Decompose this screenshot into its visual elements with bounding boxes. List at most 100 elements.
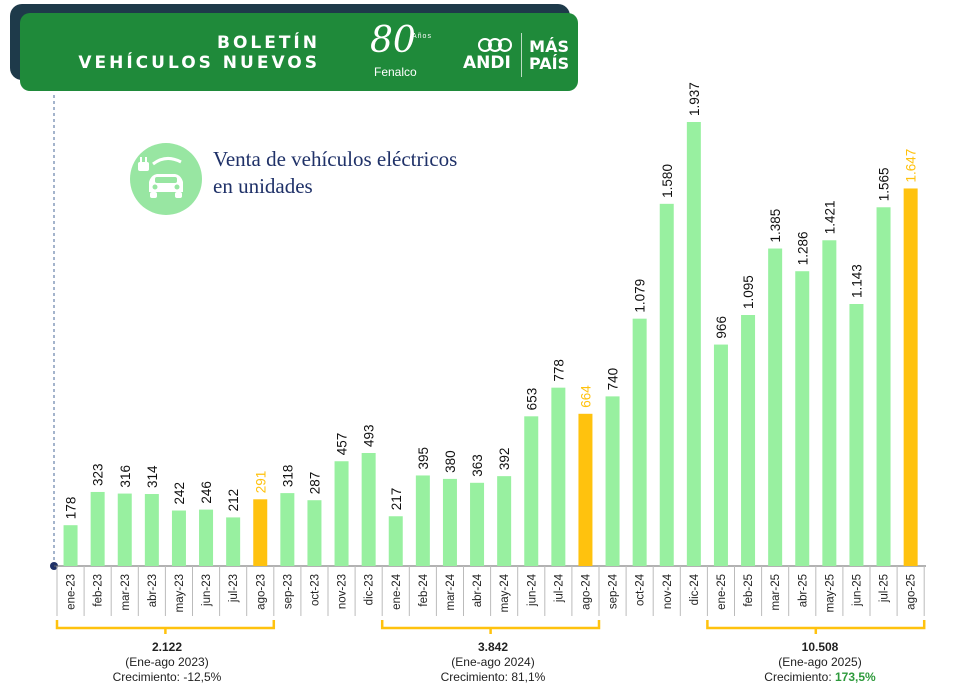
bar-mar-23 [117,493,132,566]
bar-feb-23 [90,491,105,566]
x-tick-label-feb-24: feb-24 [418,573,430,606]
bar-may-23 [171,510,186,566]
value-label-jun-23: 246 [199,481,214,504]
value-label-nov-24: 1.580 [660,164,675,198]
bar-mar-25 [768,248,783,567]
x-tick-label-jul-25: jul-25 [879,574,891,603]
value-label-mar-24: 380 [443,450,458,473]
value-label-ene-23: 178 [64,497,79,520]
value-label-nov-23: 457 [335,433,350,456]
value-label-jun-25: 1.143 [849,264,864,298]
x-tick-label-jul-23: jul-23 [228,574,240,603]
summary-2024-growth-label: Crecimiento: [440,670,512,684]
value-label-ene-25: 966 [714,316,729,339]
fenalco-logo-text: Fenalco [374,65,417,79]
fenalco-logo: 80 Años Fenalco [370,21,450,85]
x-tick-label-ago-25: ago-25 [906,574,918,610]
summary-2023-growth-line: Crecimiento: -12,5% [47,670,287,685]
bar-dic-23 [361,452,376,566]
bar-jul-24 [551,387,566,566]
bar-jul-23 [226,517,241,566]
bar-sep-23 [280,493,295,566]
value-label-may-23: 242 [172,482,187,505]
x-tick-labels-group: ene-23 feb-23 mar-23 abr-23 may-23 jun-23 jul-… [66,573,918,612]
value-label-jul-24: 778 [551,359,566,382]
x-tick-label-ene-24: ene-24 [391,573,403,609]
logo-divider [521,33,522,77]
bar-abr-23 [144,494,159,566]
summary-bracket-1 [380,620,601,630]
x-tick-label-mar-24: mar-24 [445,573,457,610]
bar-feb-24 [415,475,430,566]
value-label-ene-24: 217 [389,488,404,511]
bar-jun-24 [524,416,539,566]
summary-2023-growth-label: Crecimiento: [112,670,184,684]
bar-dic-24 [686,122,701,566]
bar-jun-25 [849,304,864,566]
value-label-may-25: 1.421 [822,200,837,234]
x-tick-label-may-23: may-23 [174,574,186,612]
mas-pais-line1: MÁS [529,37,569,56]
summary-2024-growth-line: Crecimiento: 81,1% [373,670,613,685]
summary-2023: 2.122 (Ene-ago 2023) Crecimiento: -12,5% [47,640,287,685]
x-tick-label-dic-24: dic-24 [689,573,701,605]
x-tick-label-jun-25: jun-25 [851,574,863,607]
chart-subtitle-line1: Venta de vehículos eléctricos [213,147,458,171]
bar-ago-23 [253,499,268,566]
x-tick-label-sep-23: sep-23 [282,574,294,609]
summary-2024-growth-value: 81,1% [511,670,546,684]
bulletin-title-line1: BOLETÍN [216,33,320,53]
value-label-feb-25: 1.095 [741,275,756,309]
bar-mar-24 [442,478,457,566]
value-label-dic-24: 1.937 [687,82,702,116]
summary-brackets-group [55,620,926,634]
bar-abr-25 [795,271,810,566]
summary-2025-period: (Ene-ago 2025) [778,655,862,669]
value-label-jun-24: 653 [524,388,539,411]
x-tick-label-nov-24: nov-24 [662,573,674,609]
x-tick-label-abr-25: abr-25 [797,574,809,607]
summary-2025: 10.508 (Ene-ago 2025) Crecimiento: 173,5… [700,640,940,685]
x-tick-label-ene-23: ene-23 [66,574,78,610]
electric-car-icon [130,143,202,215]
x-tick-label-mar-25: mar-25 [770,574,782,610]
summary-2025-total: 10.508 [801,640,839,654]
value-label-feb-24: 395 [416,447,431,470]
value-label-abr-25: 1.286 [795,231,810,265]
mas-pais-logo: MÁS PAÍS [529,38,569,72]
mas-pais-line2: PAÍS [529,54,570,73]
value-label-mar-25: 1.385 [768,209,783,243]
value-label-sep-23: 318 [280,465,295,488]
value-label-oct-23: 287 [307,472,322,495]
bar-nov-24 [659,203,674,566]
x-tick-label-oct-24: oct-24 [635,573,647,606]
value-label-dic-23: 493 [362,424,377,447]
bar-jun-23 [199,509,214,566]
anniversary-anos-mark: Años [412,33,432,40]
x-tick-label-dic-23: dic-23 [364,574,376,605]
bar-ago-25 [903,188,918,566]
x-tick-label-ago-24: ago-24 [580,573,592,609]
header-banner: BOLETÍN VEHÍCULOS NUEVOS 80 Años Fenalco… [20,13,578,91]
bar-jul-25 [876,207,891,566]
bar-sep-24 [605,396,620,566]
x-tick-label-jul-24: jul-24 [553,573,565,603]
andi-rings-icon [478,38,512,52]
bar-ene-24 [388,516,403,566]
summary-2025-growth-label: Crecimiento: [764,670,835,684]
value-label-sep-24: 740 [606,368,621,391]
bulletin-title-line2: VEHÍCULOS NUEVOS [78,53,320,73]
value-label-abr-23: 314 [145,465,160,488]
x-tick-label-may-24: may-24 [499,573,511,612]
summary-2025-growth-value: 173,5% [834,670,876,684]
value-label-jul-23: 212 [226,489,241,512]
value-label-may-24: 392 [497,448,512,471]
value-label-ago-24: 664 [578,385,593,408]
bar-oct-24 [632,318,647,566]
value-label-ago-25: 1.647 [904,149,919,183]
andi-logo-text: ANDI [463,53,511,73]
summary-2025-growth-line: Crecimiento: 173,5% [700,670,940,685]
summary-2024-period: (Ene-ago 2024) [451,655,535,669]
value-label-ago-23: 291 [253,471,268,494]
chart-subtitle: Venta de vehículos eléctricos en unidade… [213,146,457,200]
